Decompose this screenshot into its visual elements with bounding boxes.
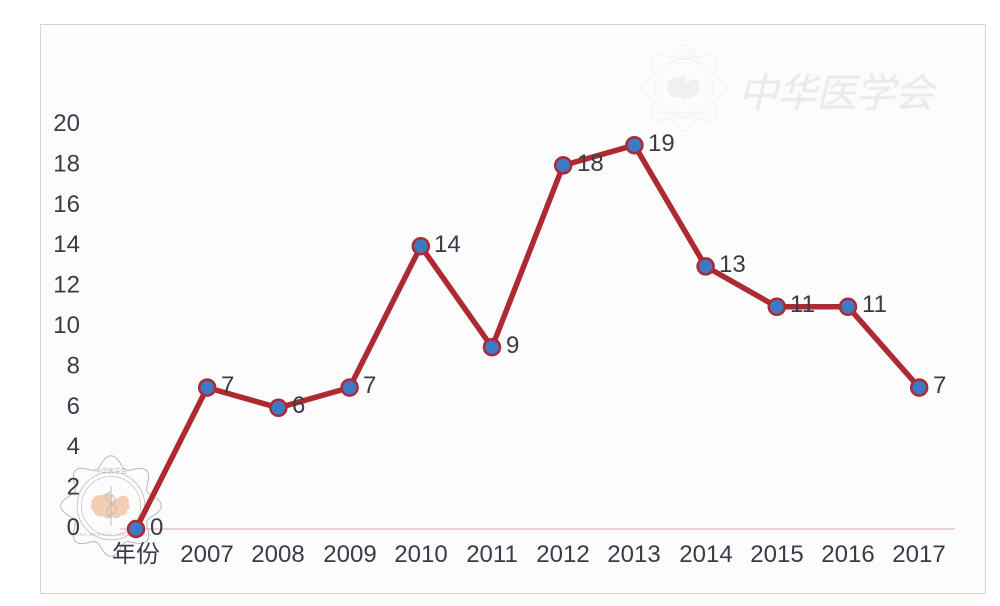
- svg-text:14: 14: [53, 231, 80, 258]
- svg-text:7: 7: [363, 372, 376, 399]
- svg-text:中华医学会: 中华医学会: [738, 71, 938, 116]
- svg-text:18: 18: [53, 150, 80, 177]
- svg-text:7: 7: [933, 372, 946, 399]
- svg-text:6: 6: [292, 392, 305, 419]
- svg-text:2007: 2007: [180, 541, 233, 568]
- svg-text:7: 7: [221, 372, 234, 399]
- svg-text:2014: 2014: [679, 541, 732, 568]
- svg-text:2009: 2009: [323, 541, 376, 568]
- svg-text:2016: 2016: [821, 541, 874, 568]
- svg-text:2: 2: [67, 474, 80, 501]
- svg-text:4: 4: [67, 433, 80, 460]
- svg-text:2010: 2010: [394, 541, 447, 568]
- svg-text:6: 6: [67, 393, 80, 420]
- svg-text:2013: 2013: [607, 541, 660, 568]
- svg-text:12: 12: [53, 272, 80, 299]
- svg-text:0: 0: [150, 514, 163, 541]
- svg-text:9: 9: [506, 332, 519, 359]
- svg-text:11: 11: [790, 291, 815, 318]
- svg-text:16: 16: [53, 191, 80, 218]
- svg-text:2017: 2017: [892, 541, 945, 568]
- svg-text:14: 14: [434, 231, 461, 258]
- svg-text:2008: 2008: [251, 541, 304, 568]
- svg-text:0: 0: [67, 514, 80, 541]
- svg-text:2012: 2012: [536, 541, 589, 568]
- svg-text:10: 10: [53, 312, 80, 339]
- svg-text:13: 13: [719, 251, 746, 278]
- svg-text:11: 11: [862, 291, 887, 318]
- svg-text:2011: 2011: [466, 541, 518, 568]
- svg-text:18: 18: [577, 150, 604, 177]
- svg-text:8: 8: [67, 352, 80, 379]
- svg-text:年份: 年份: [112, 541, 160, 568]
- svg-text:20: 20: [53, 110, 80, 137]
- svg-text:19: 19: [648, 130, 675, 157]
- svg-text:2015: 2015: [750, 541, 803, 568]
